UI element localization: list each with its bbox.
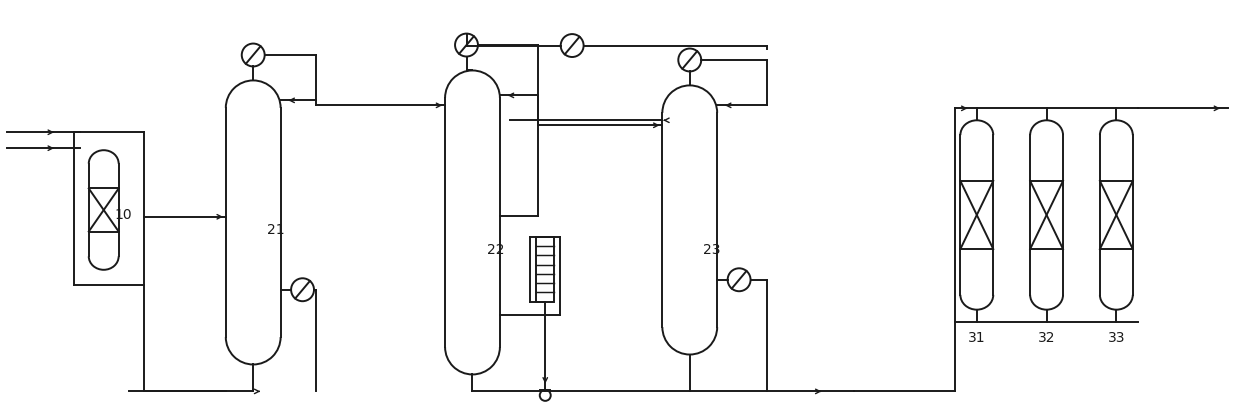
Text: 32: 32: [1038, 331, 1055, 344]
Text: 22: 22: [486, 243, 505, 257]
Text: 23: 23: [703, 243, 720, 257]
Text: 33: 33: [1107, 331, 1125, 344]
Text: 31: 31: [968, 331, 986, 344]
Text: 21: 21: [268, 223, 285, 237]
Text: 10: 10: [115, 208, 133, 222]
Bar: [536, 237, 554, 302]
